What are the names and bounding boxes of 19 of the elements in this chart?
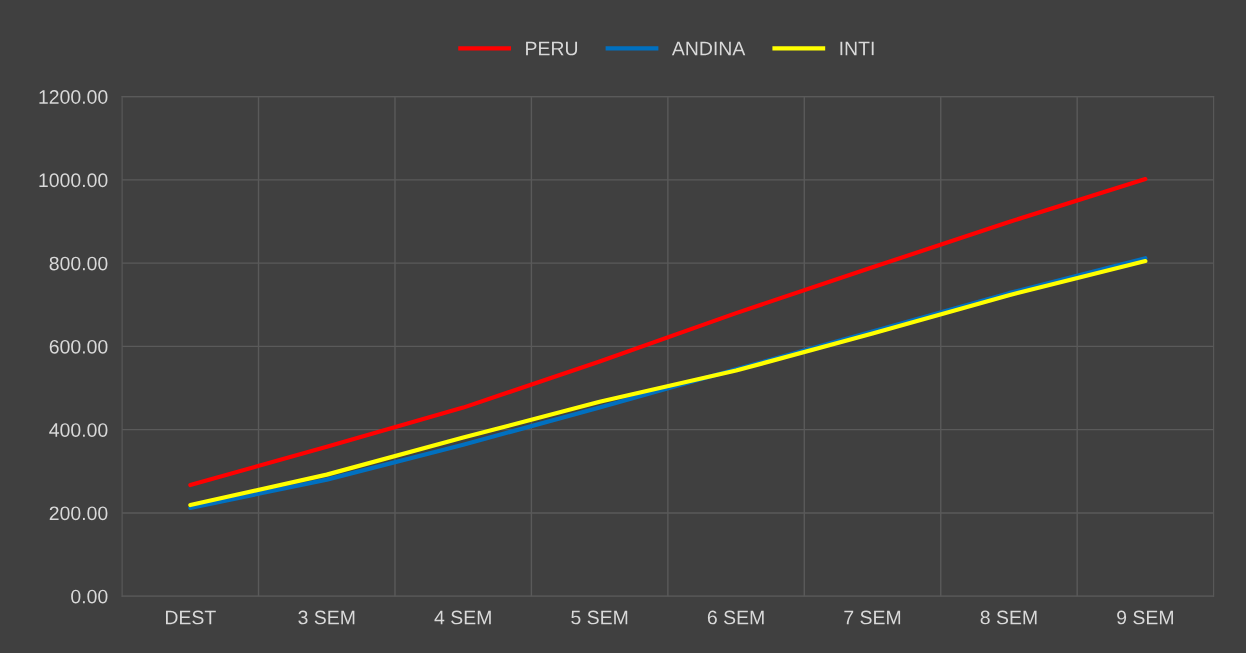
legend-label: INTI (840, 41, 874, 56)
y-tick-label: 800.00 (49, 256, 108, 271)
y-tick-label: 400.00 (49, 423, 108, 437)
y-tick-label: 200.00 (49, 506, 108, 521)
y-tick-label: 1200.00 (39, 90, 108, 104)
x-tick-label: 6 SEM (707, 610, 764, 625)
x-tick-label: DEST (165, 610, 216, 625)
y-tick-label: 0.00 (71, 589, 108, 604)
x-tick-label: 7 SEM (844, 610, 901, 625)
x-tick-label: 3 SEM (298, 610, 355, 625)
legend-label: PERU (526, 41, 578, 56)
x-tick-label: 4 SEM (434, 610, 491, 625)
y-tick-label: 600.00 (49, 339, 108, 354)
y-tick-label: 1000.00 (39, 173, 108, 188)
legend-label: ANDINA (671, 41, 746, 56)
x-tick-label: 5 SEM (571, 610, 628, 625)
x-tick-label: 8 SEM (980, 610, 1037, 625)
x-tick-label: 9 SEM (1117, 610, 1173, 625)
line-series (188, 176, 1148, 488)
